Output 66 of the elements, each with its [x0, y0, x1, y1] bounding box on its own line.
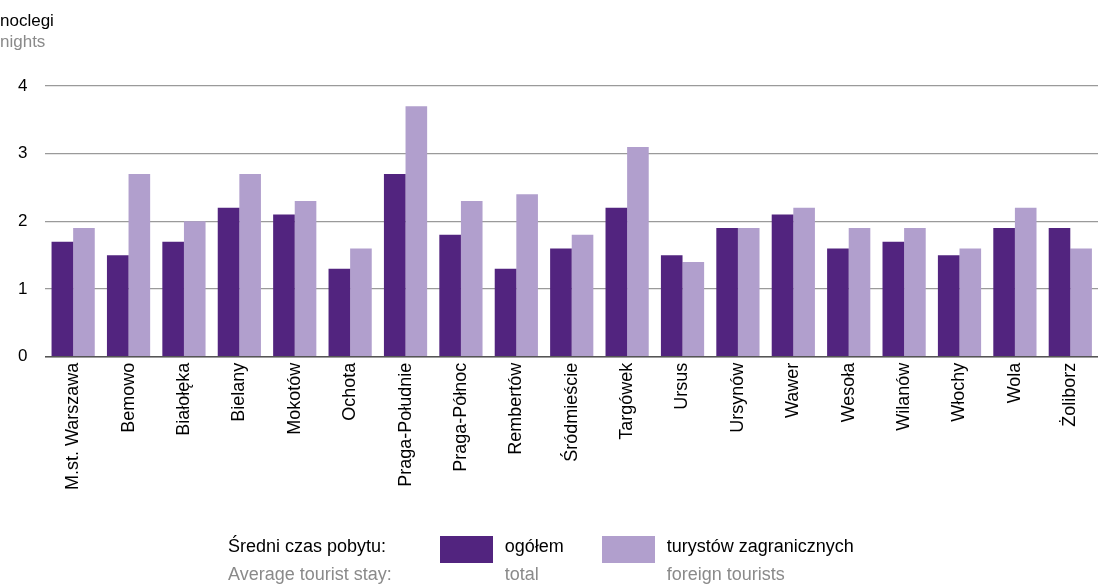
y-tick-label: 4	[17, 75, 28, 95]
x-tick-label: Wilanów	[893, 361, 914, 431]
x-tick-label: Rembertów	[505, 361, 526, 455]
bar	[294, 201, 317, 357]
bar	[460, 201, 483, 357]
bar	[162, 241, 184, 357]
legend-label: turystów zagranicznych foreign tourists	[666, 535, 854, 585]
bar	[405, 106, 428, 357]
x-tick-label: Bemowo	[117, 362, 138, 433]
bar	[605, 207, 628, 357]
bar	[273, 214, 295, 357]
legend-title: Średni czas pobytu: Average tourist stay:	[228, 534, 392, 585]
bar	[128, 173, 151, 357]
bar	[827, 248, 849, 357]
bar	[183, 221, 206, 357]
x-tick-label: Śródmieście	[559, 362, 581, 462]
x-tick-label: Wawer	[782, 362, 803, 418]
x-tick-label: Wesoła	[837, 361, 858, 423]
bar	[793, 207, 815, 357]
y-tick-label: 1	[17, 278, 28, 298]
x-tick-label: Włochy	[948, 362, 969, 422]
bar	[771, 214, 794, 357]
x-tick-label: Mokotów	[283, 361, 304, 435]
y-tick-label: 3	[17, 143, 28, 163]
x-tick-label: Ursynów	[726, 361, 747, 433]
bar	[439, 234, 461, 357]
bar	[1048, 228, 1071, 357]
bar	[959, 248, 982, 357]
bar	[904, 228, 926, 357]
bar	[882, 241, 905, 357]
bar	[1014, 207, 1037, 357]
bar	[737, 228, 760, 357]
x-tick-label: Ochota	[339, 361, 360, 421]
bar	[682, 261, 705, 357]
x-tick-label: Praga-Północ	[449, 362, 470, 472]
bar	[328, 268, 351, 357]
bar	[239, 173, 261, 357]
bar	[51, 241, 74, 357]
bar	[217, 207, 240, 357]
x-tick-label: Żoliborz	[1059, 362, 1080, 427]
bar	[73, 228, 95, 357]
x-tick-label: Ursus	[671, 362, 692, 410]
bar	[516, 194, 538, 357]
bar	[937, 255, 960, 357]
bar	[627, 146, 649, 357]
bar	[494, 268, 517, 357]
bar	[716, 228, 738, 357]
bar	[1070, 248, 1092, 357]
bar	[993, 228, 1015, 357]
bar	[571, 234, 594, 357]
x-tick-label: Bielany	[228, 362, 249, 422]
y-tick-label: 2	[17, 211, 28, 231]
bar	[550, 248, 572, 357]
x-tick-label: Praga-Południe	[394, 362, 415, 487]
x-tick-label: Wola	[1003, 361, 1024, 404]
bar	[350, 248, 372, 357]
y-axis-title: noclegi nights	[0, 10, 54, 52]
legend-label: ogółem total	[504, 535, 564, 585]
bar	[660, 255, 683, 357]
x-tick-label: M.st. Warszawa	[62, 361, 83, 491]
bar	[383, 173, 406, 357]
x-tick-label: Targówek	[616, 361, 637, 440]
x-tick-label: Białołęka	[172, 361, 193, 436]
bar	[848, 228, 871, 357]
bar	[106, 255, 129, 357]
y-tick-label: 0	[17, 346, 28, 366]
